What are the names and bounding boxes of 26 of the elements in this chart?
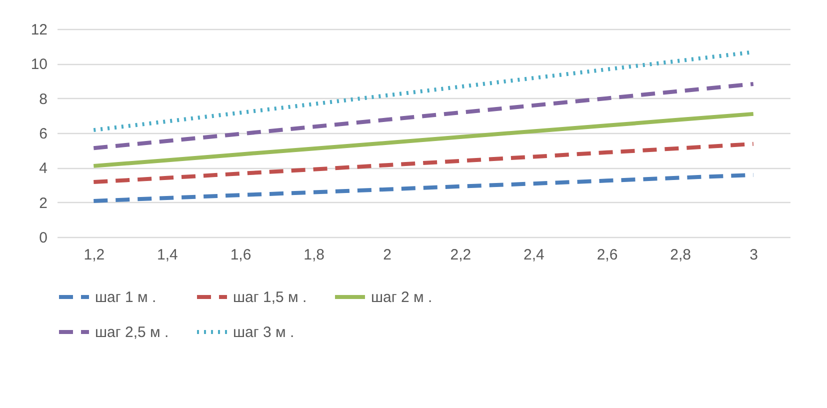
x-tick-label: 2,6	[596, 246, 618, 264]
y-tick-label: 2	[39, 194, 48, 212]
x-tick-label: 1,2	[84, 246, 105, 264]
x-tick-label: 2,8	[670, 246, 691, 264]
legend-label: шаг 1 м .	[95, 289, 156, 306]
x-tick-label: 2,4	[524, 246, 544, 264]
x-tick-label: 1,8	[304, 246, 324, 264]
line-series	[92, 172, 756, 203]
y-tick-label: 10	[30, 56, 48, 74]
y-tick-label: 12	[30, 22, 48, 38]
line-series	[92, 82, 756, 150]
y-tick-label: 0	[39, 230, 48, 246]
x-tick-label: 2	[383, 246, 392, 264]
x-tick-label: 1,4	[157, 246, 178, 264]
legend-label: шаг 2 м .	[371, 289, 432, 306]
legend-label: шаг 3 м .	[233, 324, 294, 341]
line-series	[92, 112, 756, 168]
line-series	[92, 142, 756, 184]
x-tick-label: 3	[750, 246, 758, 264]
x-tick-label: 2,2	[450, 246, 472, 264]
legend-label: шаг 1,5 м .	[233, 289, 307, 306]
y-tick-label: 8	[39, 90, 48, 108]
x-tick-label: 1,6	[230, 246, 252, 264]
y-tick-label: 4	[39, 160, 48, 178]
y-tick-label: 6	[39, 126, 48, 142]
legend-label: шаг 2,5 м .	[95, 324, 169, 341]
